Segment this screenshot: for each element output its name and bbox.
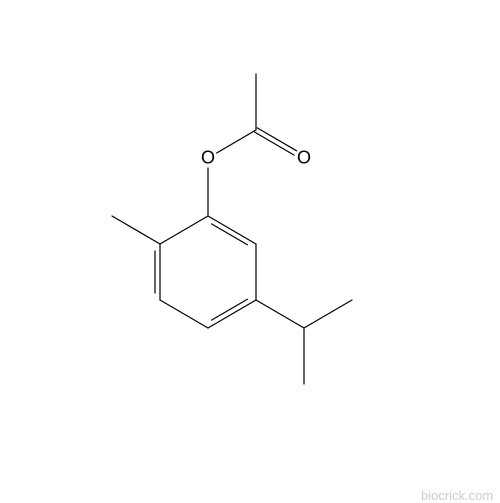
molecule-canvas: [0, 0, 500, 500]
watermark-text: biocrick.com: [421, 488, 493, 503]
atom-label-o3: O: [201, 148, 215, 169]
atom-label-o4: O: [297, 148, 311, 169]
